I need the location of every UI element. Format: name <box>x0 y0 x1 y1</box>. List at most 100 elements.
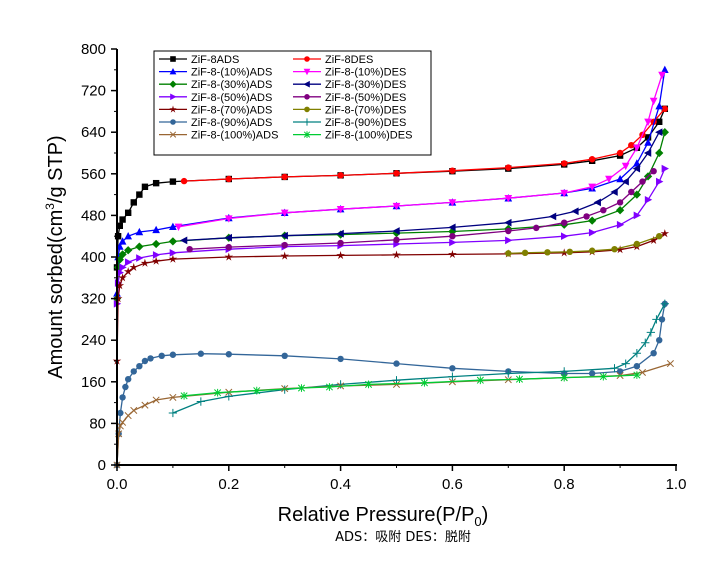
data-point <box>152 179 160 187</box>
abbreviation-note: ADS：吸附 DES：脱附 <box>335 530 471 545</box>
data-point <box>116 268 124 277</box>
legend: ZiF-8ADS ZiF-8DES ZiF-8-(10%)ADS ZiF-8-(10%… <box>153 50 432 156</box>
data-point <box>616 199 624 206</box>
data-point <box>658 71 666 80</box>
data-point <box>281 241 288 249</box>
legend-item-zif-8-10-des: ZiF-8-(10%)DES <box>293 67 406 79</box>
data-point <box>633 363 641 370</box>
series-line-zif-8-90-des <box>172 303 666 414</box>
data-point <box>599 372 608 381</box>
y-axis-title: Amount sorbed(cm3/g STP) <box>43 135 67 378</box>
legend-marker <box>303 131 311 138</box>
data-point <box>561 219 568 226</box>
data-point <box>141 357 149 365</box>
legend-label: ZiF-8-(90%)DES <box>325 117 406 129</box>
data-point <box>656 118 663 125</box>
x-axis-title-subscript: 0 <box>474 514 481 529</box>
data-point <box>224 215 233 223</box>
data-point <box>660 299 669 308</box>
data-point <box>587 216 597 225</box>
data-point <box>476 376 485 385</box>
data-point <box>392 250 401 259</box>
legend-item-zif-8des: ZiF-8DES <box>293 54 373 66</box>
legend-marker <box>170 93 177 101</box>
data-point <box>141 401 149 409</box>
data-point <box>119 418 127 426</box>
data-point <box>225 175 232 183</box>
series-zif-8-100-des <box>180 371 641 400</box>
data-point <box>119 216 126 223</box>
y-tick-label: 720 <box>81 83 106 100</box>
data-point <box>124 209 132 216</box>
data-point <box>420 379 429 387</box>
data-point <box>641 338 650 347</box>
data-point <box>225 243 232 251</box>
data-point <box>639 178 646 185</box>
series-zif-8-90-des <box>168 299 669 418</box>
data-point <box>147 355 154 362</box>
data-point <box>505 164 512 171</box>
data-point <box>168 408 178 418</box>
legend-item-zif-8-50-des: ZiF-8-(50%)DES <box>293 92 406 104</box>
data-point <box>280 251 289 260</box>
data-point <box>521 249 529 257</box>
data-point <box>660 128 669 137</box>
data-point <box>660 229 670 238</box>
x-axis-title: Relative Pressure(P/P0) <box>278 504 489 529</box>
data-point <box>325 383 334 391</box>
data-point <box>643 149 652 157</box>
data-point <box>174 223 183 231</box>
data-point <box>650 350 657 357</box>
legend-label: ZiF-8DES <box>325 54 373 66</box>
data-point <box>197 350 205 357</box>
data-point <box>136 254 144 262</box>
legend-item-zif-8ads: ZiF-8ADS <box>159 54 239 66</box>
legend-marker <box>169 105 177 113</box>
data-point <box>633 144 641 152</box>
data-point <box>118 273 127 282</box>
data-point <box>152 251 161 259</box>
data-point <box>561 160 568 167</box>
data-point <box>649 97 658 106</box>
data-point <box>280 209 289 217</box>
data-point <box>124 376 132 383</box>
data-point <box>633 371 641 379</box>
data-point <box>588 247 596 254</box>
data-point <box>644 138 652 146</box>
series-line-zif-8-70-des <box>508 235 660 255</box>
legend-label: ZiF-8-(10%)ADS <box>191 67 272 79</box>
y-tick-label: 640 <box>81 124 106 141</box>
data-point <box>566 248 573 255</box>
data-point <box>644 195 653 204</box>
data-point <box>656 233 663 240</box>
y-tick-label: 240 <box>81 332 106 349</box>
legend-marker <box>303 118 311 126</box>
data-point <box>632 164 641 173</box>
series-zif-8-50-des <box>186 168 657 253</box>
data-point <box>337 172 344 179</box>
data-point <box>621 162 630 171</box>
data-point <box>336 229 344 238</box>
legend-label: ZiF-8-(70%)DES <box>325 104 406 116</box>
data-point <box>561 232 569 241</box>
data-point <box>130 199 137 206</box>
data-point <box>117 409 124 417</box>
legend-item-zif-8-100-des: ZiF-8-(100%)DES <box>293 130 412 142</box>
legend-marker <box>304 56 310 62</box>
data-point <box>136 363 143 370</box>
legend-marker <box>169 80 177 88</box>
series-zif-8-30-des <box>179 128 663 245</box>
data-point <box>115 281 125 290</box>
data-point <box>213 388 222 397</box>
data-point <box>449 167 456 174</box>
data-point <box>650 168 657 175</box>
data-point <box>610 188 618 196</box>
y-tick-label: 320 <box>81 291 106 308</box>
data-point <box>135 242 144 251</box>
data-point <box>504 195 513 203</box>
series-line-zif-8-100-ads <box>116 362 671 466</box>
data-point <box>129 262 138 271</box>
legend-marker <box>304 94 310 100</box>
legend-marker <box>303 68 311 76</box>
data-point <box>632 190 642 199</box>
